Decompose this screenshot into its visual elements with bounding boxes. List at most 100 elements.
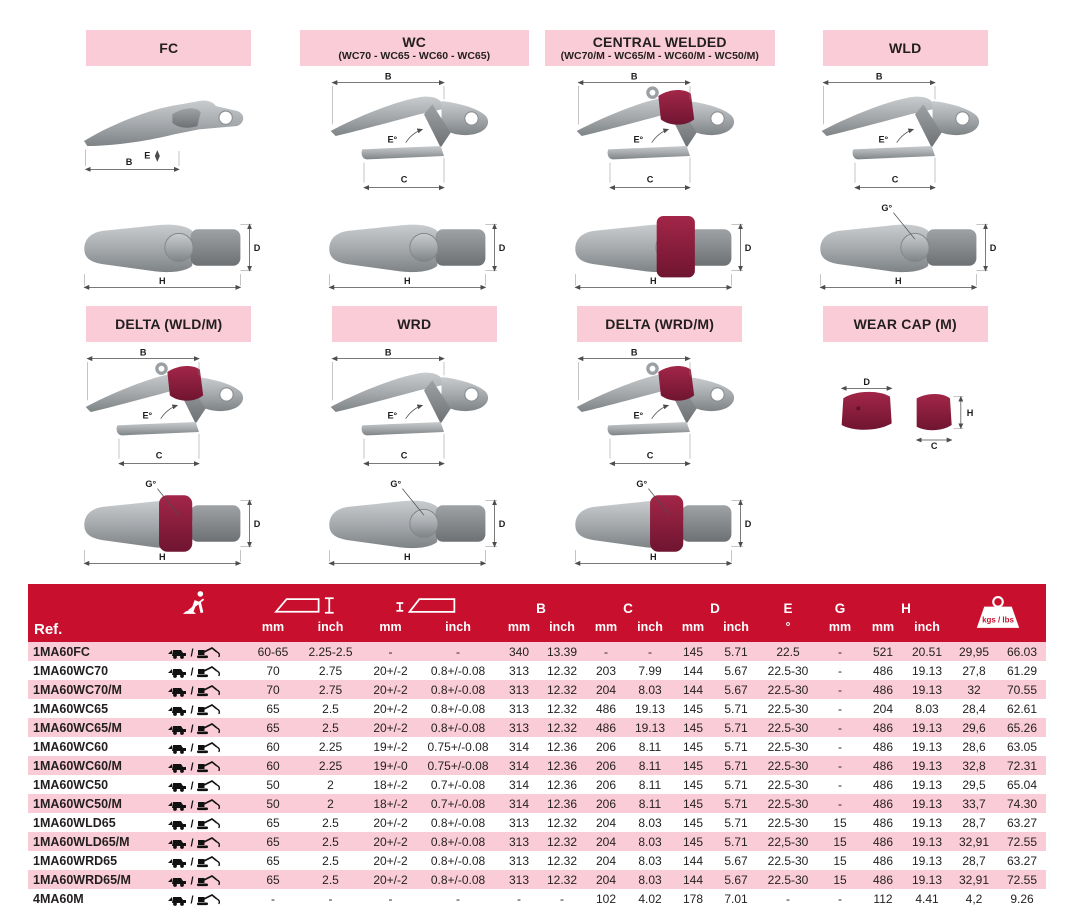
wheel-loader-icon bbox=[167, 896, 186, 906]
cell-value: 8.03 bbox=[915, 701, 939, 716]
dim-label-d: D bbox=[744, 519, 751, 529]
cell-value: 60 bbox=[266, 758, 280, 773]
excavator-icon bbox=[195, 722, 220, 735]
cell-value: 28,7 bbox=[962, 815, 986, 830]
cell-value: 203 bbox=[595, 663, 617, 678]
cell-value: - bbox=[838, 644, 842, 659]
wheel-loader-icon bbox=[167, 858, 186, 868]
machine-icons-svg: / bbox=[167, 893, 220, 906]
cell-ref: 1MA60WC65/M bbox=[33, 720, 122, 735]
cell-ref: 1MA60WC60 bbox=[33, 739, 109, 754]
machines-icons: / bbox=[143, 816, 248, 830]
table-row: 1MA60WRD65 / 65 2.5 20+/-2 0.8+/-0.08 313 12.… bbox=[28, 851, 1046, 870]
excavator-icon bbox=[195, 684, 220, 697]
dim-label-h: H bbox=[967, 408, 974, 418]
dim-label-e: E bbox=[144, 151, 150, 161]
cell-value: 2.5 bbox=[322, 701, 339, 716]
cell-value: 486 bbox=[872, 720, 894, 735]
cell-value: 0.8+/-0.08 bbox=[430, 853, 486, 868]
cell-value: 74.30 bbox=[1006, 796, 1038, 811]
top-view-drawing: D H bbox=[83, 201, 260, 294]
machine-icons-svg: / bbox=[167, 646, 220, 659]
cell-value: 19+/-2 bbox=[373, 739, 408, 754]
dim-label-h: H bbox=[404, 552, 411, 562]
diagram-title: WC bbox=[402, 33, 427, 50]
diagram-title: WRD bbox=[397, 315, 432, 332]
lip-profile-reverse-icon bbox=[395, 598, 455, 613]
excavator-icon bbox=[195, 855, 220, 868]
cell-value: - bbox=[838, 796, 842, 811]
cell-ref: 1MA60WC60/M bbox=[33, 758, 122, 773]
slash-separator: / bbox=[190, 799, 193, 811]
cell-value: 20+/-2 bbox=[373, 663, 408, 678]
diagram-cell-wrd: WRD B E° C G° D H bbox=[300, 306, 530, 570]
excavator-icon bbox=[195, 703, 220, 716]
cell-value: 32 bbox=[967, 682, 981, 697]
excavator-icon bbox=[195, 893, 220, 906]
cell-value: 15 bbox=[833, 815, 847, 830]
wheel-loader-icon bbox=[167, 782, 186, 792]
slash-separator: / bbox=[190, 685, 193, 697]
cell-value: - bbox=[838, 682, 842, 697]
cell-value: 314 bbox=[508, 758, 530, 773]
lip-profile-icon bbox=[273, 597, 334, 614]
cell-value: 206 bbox=[595, 777, 617, 792]
dim-label-c: C bbox=[646, 175, 653, 185]
dim-label-d: D bbox=[253, 243, 260, 253]
cell-value: 4,2 bbox=[965, 891, 983, 906]
diagram-cell-wld: WLD B E° C G° D H bbox=[791, 30, 1021, 294]
cell-value: 486 bbox=[872, 739, 894, 754]
cell-value: 28,6 bbox=[962, 739, 986, 754]
cell-value: 32,91 bbox=[958, 872, 990, 887]
dim-label-e: E° bbox=[388, 411, 398, 421]
machines-icons: / bbox=[143, 854, 248, 868]
cell-value: 145 bbox=[682, 834, 704, 849]
cell-value: 2.5 bbox=[322, 834, 339, 849]
cell-value: 0.8+/-0.08 bbox=[430, 701, 486, 716]
cell-value: 12.36 bbox=[546, 739, 578, 754]
dim-label-d: D bbox=[499, 243, 506, 253]
cell-value: - bbox=[648, 644, 652, 659]
wear-cap-top bbox=[649, 495, 683, 552]
cell-value: 204 bbox=[595, 682, 617, 697]
cell-value: 145 bbox=[682, 720, 704, 735]
diagram-title: CENTRAL WELDED bbox=[592, 33, 727, 50]
slash-separator: / bbox=[190, 856, 193, 868]
cell-value: 70.55 bbox=[1006, 682, 1038, 697]
worker-icon bbox=[182, 591, 204, 614]
top-view-drawing: D H bbox=[329, 201, 506, 294]
cell-value: - bbox=[517, 891, 521, 906]
cell-value: 8.11 bbox=[638, 796, 662, 811]
cell-value: 19.13 bbox=[911, 853, 943, 868]
cell-value: 5.71 bbox=[724, 834, 748, 849]
machine-icons-svg: / bbox=[167, 684, 220, 697]
cell-value: 2 bbox=[327, 796, 334, 811]
cell-value: 313 bbox=[508, 720, 530, 735]
cell-value: 314 bbox=[508, 796, 530, 811]
machines-icons: / bbox=[143, 873, 248, 887]
cell-value: 12.32 bbox=[546, 853, 578, 868]
diagram-cell-delta-wld-m: DELTA (WLD/M) B E° C G° D H bbox=[54, 306, 284, 570]
wheel-loader-icon bbox=[167, 763, 186, 773]
dim-label-c: C bbox=[401, 175, 408, 185]
cell-value: 65 bbox=[266, 701, 280, 716]
cell-value: 204 bbox=[595, 853, 617, 868]
wear-cap-side bbox=[916, 393, 952, 431]
unit-label-inch: inch bbox=[445, 620, 471, 634]
dim-label-h: H bbox=[159, 552, 166, 562]
diagram-grid: FC E B D H WC (WC70 - WC65 - WC60 - WC65… bbox=[54, 30, 1021, 570]
cell-value: 70 bbox=[266, 682, 280, 697]
slash-separator: / bbox=[190, 742, 193, 754]
column-g-label: G bbox=[834, 601, 846, 616]
excavator-icon bbox=[195, 665, 220, 678]
machines-icons: / bbox=[143, 664, 248, 678]
excavator-icon bbox=[195, 760, 220, 773]
diagram-title-box-delta-wld-m: DELTA (WLD/M) bbox=[86, 306, 252, 342]
cell-value: 7.01 bbox=[724, 891, 748, 906]
wheel-loader-icon bbox=[167, 801, 186, 811]
cell-value: - bbox=[604, 644, 608, 659]
cell-value: 12.36 bbox=[546, 777, 578, 792]
cell-value: 5.71 bbox=[724, 796, 748, 811]
unit-label-mm: mm bbox=[507, 620, 531, 634]
cell-value: 22.5-30 bbox=[767, 853, 809, 868]
